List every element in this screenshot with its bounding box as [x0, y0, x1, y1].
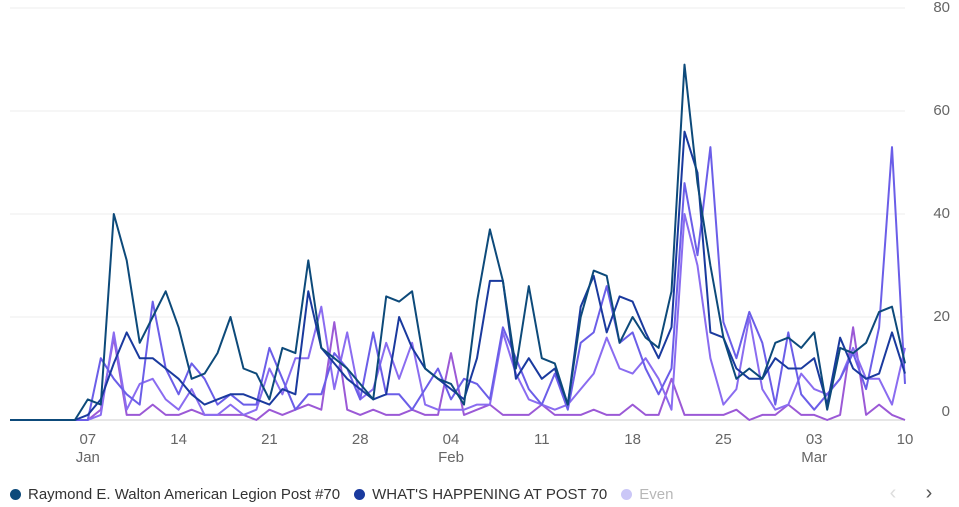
x-tick-label: 07	[79, 431, 96, 448]
x-tick-label: 25	[715, 431, 732, 448]
legend-marker-icon	[354, 488, 366, 500]
x-tick-label: 21	[261, 431, 278, 448]
legend-label: WHAT'S HAPPENING AT POST 70	[372, 485, 608, 503]
legend-pagination: ‹ ›	[882, 482, 940, 505]
series-line	[10, 321, 906, 421]
chevron-right-icon[interactable]: ›	[925, 482, 933, 504]
legend-item-series-2[interactable]: WHAT'S HAPPENING AT POST 70	[354, 486, 607, 503]
y-tick-label: 0	[942, 403, 950, 420]
series-lines	[10, 63, 906, 421]
x-tick-label: 04	[443, 431, 460, 448]
legend: Raymond E. Walton American Legion Post #…	[10, 482, 950, 506]
y-tick-label: 20	[933, 308, 950, 325]
x-tick-label: 14	[170, 431, 187, 448]
x-tick-sublabel: Mar	[801, 449, 827, 466]
x-tick-label: 10	[897, 431, 914, 448]
y-tick-label: 60	[933, 102, 950, 119]
legend-item-series-1[interactable]: Raymond E. Walton American Legion Post #…	[10, 486, 340, 503]
legend-marker-icon	[10, 488, 21, 500]
x-tick-sublabel: Jan	[76, 449, 100, 466]
chevron-left-icon[interactable]: ‹	[889, 482, 897, 504]
series-line	[10, 213, 906, 421]
grid-lines	[10, 7, 905, 421]
y-tick-label: 80	[933, 0, 950, 16]
legend-marker-icon	[621, 488, 633, 500]
y-tick-label: 40	[933, 205, 950, 222]
y-axis: 0 20 40 60 80	[933, 0, 950, 420]
legend-label: Even	[639, 485, 674, 503]
series-line	[10, 146, 906, 421]
legend-label: Raymond E. Walton American Legion Post #…	[28, 485, 341, 503]
x-tick-label: 18	[624, 431, 641, 448]
series-line	[10, 63, 906, 421]
x-tick-sublabel: Feb	[438, 449, 464, 466]
x-tick-label: 03	[806, 431, 823, 448]
series-line	[10, 130, 906, 421]
legend-item-series-3[interactable]: Even	[621, 486, 673, 503]
x-tick-label: 11	[534, 431, 550, 448]
legend-items: Raymond E. Walton American Legion Post #…	[10, 486, 870, 503]
x-tick-label: 28	[352, 431, 369, 448]
